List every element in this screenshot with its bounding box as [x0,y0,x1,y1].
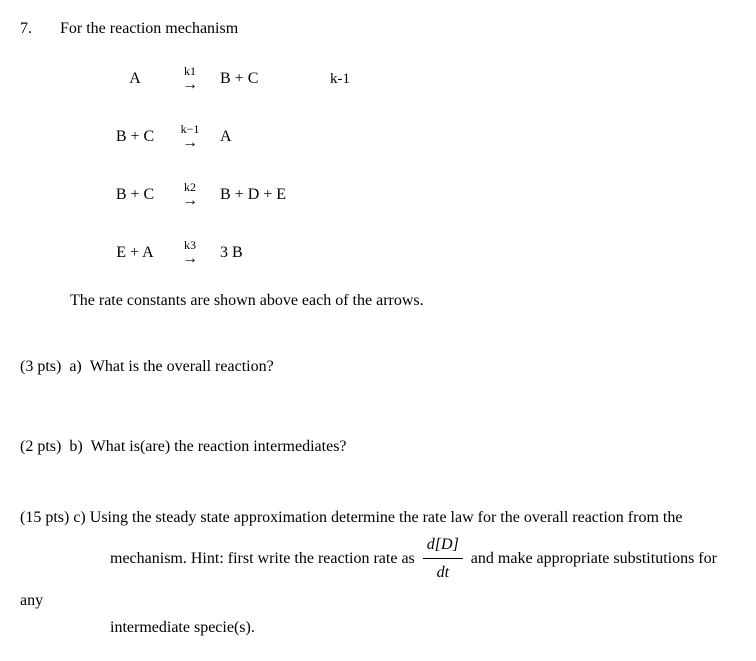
arrow-icon: → [170,135,210,151]
eqn-rhs: 3 B [210,244,330,262]
part-label: a) [69,358,81,375]
part-c-line3: intermediate specie(s). [110,619,255,636]
equation-row: B + C k−1 → A [100,108,736,166]
equation-block: A k1 → B + C k-1 B + C k−1 → A B + C k2 … [100,50,736,282]
question-header: 7. For the reaction mechanism [20,20,736,38]
arrow-icon: → [170,193,210,209]
question-number: 7. [20,20,60,38]
part-c-line2: mechanism. Hint: first write the reactio… [20,550,717,609]
eqn-lhs: B + C [100,186,170,204]
eqn-lhs: E + A [100,244,170,262]
part-a: (3 pts) a) What is the overall reaction? [20,358,736,376]
question-prompt: For the reaction mechanism [60,20,238,38]
eqn-side-label: k-1 [330,71,390,88]
eqn-rhs: B + D + E [210,186,330,204]
eqn-arrow: k1 → [170,65,210,93]
arrow-icon: → [170,77,210,93]
eqn-rhs: A [210,128,330,146]
part-points: (15 pts) [20,509,69,526]
equation-row: B + C k2 → B + D + E [100,166,736,224]
part-points: (2 pts) [20,438,61,455]
arrow-icon: → [170,251,210,267]
part-label: b) [69,438,82,455]
part-b: (2 pts) b) What is(are) the reaction int… [20,438,736,456]
eqn-arrow: k2 → [170,181,210,209]
eqn-arrow: k3 → [170,239,210,267]
fraction-numerator: d[D] [423,531,463,559]
rate-constants-note: The rate constants are shown above each … [70,292,736,310]
part-c: (15 pts) c) Using the steady state appro… [20,504,736,641]
part-text: What is(are) the reaction intermediates? [91,438,347,455]
part-c-line2a: mechanism. Hint: first write the reactio… [110,550,415,567]
part-text: What is the overall reaction? [90,358,274,375]
fraction: d[D] dt [423,531,463,586]
eqn-lhs: B + C [100,128,170,146]
equation-row: E + A k3 → 3 B [100,224,736,282]
part-label: c) [73,509,85,526]
eqn-rhs: B + C [210,70,330,88]
equation-row: A k1 → B + C k-1 [100,50,736,108]
eqn-arrow: k−1 → [170,123,210,151]
part-points: (3 pts) [20,358,61,375]
eqn-lhs: A [100,70,170,88]
part-c-lead: Using the steady state approximation det… [90,509,683,526]
fraction-denominator: dt [423,559,463,586]
